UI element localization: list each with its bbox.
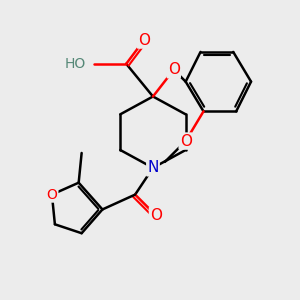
Text: N: N <box>147 160 159 175</box>
Text: O: O <box>180 134 192 148</box>
Text: O: O <box>138 32 150 47</box>
Text: O: O <box>150 208 162 223</box>
Text: O: O <box>46 188 57 202</box>
Text: HO: HO <box>65 57 86 71</box>
Text: O: O <box>168 62 180 77</box>
